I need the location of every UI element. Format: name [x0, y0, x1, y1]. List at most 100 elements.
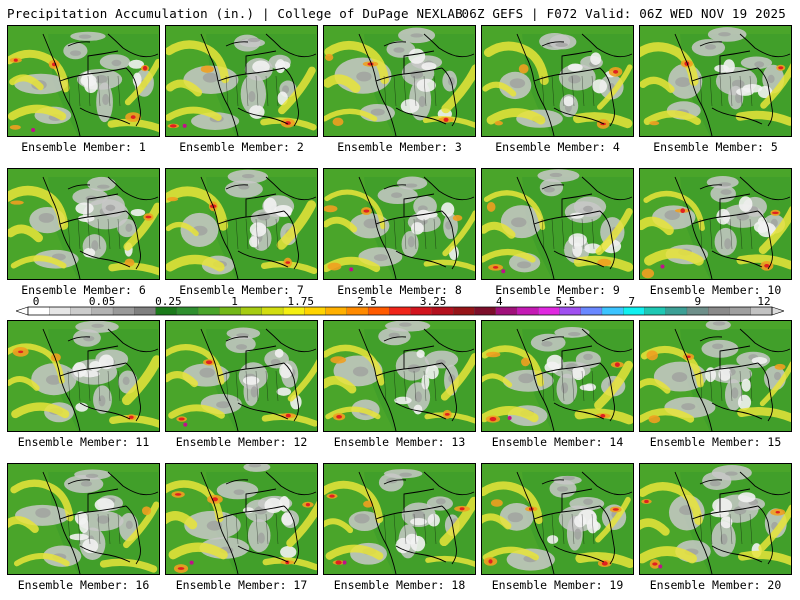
ensemble-member-label: Ensemble Member: 12 [175, 435, 308, 449]
colorbar-tick-label: 0 [33, 297, 40, 308]
ensemble-member-panel[interactable]: Ensemble Member: 18 [323, 463, 476, 595]
map-graphic [324, 464, 475, 574]
ensemble-member-label: Ensemble Member: 14 [491, 435, 624, 449]
ensemble-member-panel[interactable]: Ensemble Member: 10 [639, 168, 792, 300]
precipitation-map[interactable] [639, 168, 792, 280]
colorbar-tick-label: 12 [757, 297, 770, 308]
ensemble-member-panel[interactable]: Ensemble Member: 20 [639, 463, 792, 595]
ensemble-member-panel[interactable]: Ensemble Member: 2 [165, 25, 318, 157]
ensemble-member-panel[interactable]: Ensemble Member: 6 [7, 168, 160, 300]
ensemble-member-panel[interactable]: Ensemble Member: 8 [323, 168, 476, 300]
colorbar-left-arrow [16, 306, 29, 316]
colorbar-segment [304, 306, 327, 316]
colorbar-segment [686, 306, 709, 316]
precipitation-map[interactable] [165, 25, 318, 137]
ensemble-member-label: Ensemble Member: 6 [21, 283, 146, 297]
colorbar-segment [601, 306, 624, 316]
map-graphic [324, 321, 475, 431]
ensemble-member-panel[interactable]: Ensemble Member: 17 [165, 463, 318, 595]
map-graphic [166, 26, 317, 136]
map-graphic [482, 169, 633, 279]
colorbar-segment [580, 306, 603, 316]
ensemble-member-panel[interactable]: Ensemble Member: 11 [7, 320, 160, 452]
colorbar-right-arrow [771, 306, 784, 316]
precipitation-map[interactable] [639, 463, 792, 575]
precipitation-map[interactable] [323, 463, 476, 575]
map-title: Precipitation Accumulation (in.) | Colle… [7, 6, 463, 21]
precipitation-map[interactable] [481, 25, 634, 137]
colorbar-tick-label: 2.5 [357, 297, 377, 308]
colorbar-tick-label: 3.25 [420, 297, 447, 308]
ensemble-panels-top: Ensemble Member: 1 Ensemble Member: 2 Ense… [7, 25, 792, 300]
colorbar-segment [261, 306, 284, 316]
ensemble-member-label: Ensemble Member: 18 [333, 578, 466, 592]
colorbar-segment [325, 306, 348, 316]
colorbar-segment [134, 306, 156, 316]
ensemble-member-label: Ensemble Member: 1 [21, 140, 146, 154]
colorbar-segment [27, 306, 50, 316]
precipitation-map[interactable] [639, 25, 792, 137]
colorbar-segment [452, 306, 475, 316]
panel-row: Ensemble Member: 1 Ensemble Member: 2 Ense… [7, 25, 792, 157]
precipitation-map[interactable] [7, 320, 160, 432]
colorbar-segment [367, 306, 390, 316]
precipitation-colorbar: 0 0.05 0.25 1 1.75 2.5 3.25 4 5.5 7 9 12 [16, 297, 784, 316]
ensemble-member-label: Ensemble Member: 16 [17, 578, 150, 592]
ensemble-member-panel[interactable]: Ensemble Member: 3 [323, 25, 476, 157]
precipitation-map[interactable] [7, 463, 160, 575]
map-graphic [640, 26, 791, 136]
colorbar-segment [474, 306, 497, 316]
ensemble-member-label: Ensemble Member: 13 [333, 435, 466, 449]
ensemble-member-label: Ensemble Member: 5 [653, 140, 778, 154]
precipitation-map[interactable] [481, 463, 634, 575]
colorbar-segment [176, 306, 199, 316]
precipitation-map[interactable] [323, 25, 476, 137]
map-graphic [166, 464, 317, 574]
ensemble-panels-bottom: Ensemble Member: 11 Ensemble Member: 12 En… [7, 320, 792, 595]
ensemble-member-label: Ensemble Member: 8 [337, 283, 462, 297]
precipitation-map[interactable] [165, 463, 318, 575]
ensemble-member-panel[interactable]: Ensemble Member: 9 [481, 168, 634, 300]
ensemble-member-label: Ensemble Member: 4 [495, 140, 620, 154]
colorbar-tick-label: 5.5 [556, 297, 576, 308]
colorbar-tick-label: 1.75 [287, 297, 314, 308]
precipitation-map[interactable] [7, 25, 160, 137]
ensemble-member-panel[interactable]: Ensemble Member: 12 [165, 320, 318, 452]
map-graphic [482, 464, 633, 574]
ensemble-member-label: Ensemble Member: 11 [17, 435, 150, 449]
colorbar-segment [750, 306, 773, 316]
colorbar-segment [91, 306, 114, 316]
ensemble-member-panel[interactable]: Ensemble Member: 14 [481, 320, 634, 452]
map-graphic [166, 169, 317, 279]
ensemble-member-label: Ensemble Member: 17 [175, 578, 308, 592]
precipitation-map[interactable] [481, 168, 634, 280]
panel-row: Ensemble Member: 6 Ensemble Member: 7 Ense… [7, 168, 792, 300]
precipitation-map[interactable] [481, 320, 634, 432]
ensemble-member-panel[interactable]: Ensemble Member: 16 [7, 463, 160, 595]
precipitation-map[interactable] [7, 168, 160, 280]
ensemble-member-panel[interactable]: Ensemble Member: 4 [481, 25, 634, 157]
map-graphic [8, 321, 159, 431]
precipitation-map[interactable] [323, 168, 476, 280]
colorbar-segment [431, 306, 454, 316]
ensemble-member-panel[interactable]: Ensemble Member: 19 [481, 463, 634, 595]
colorbar-segment [559, 306, 582, 316]
precipitation-map[interactable] [165, 320, 318, 432]
map-graphic [324, 169, 475, 279]
precipitation-map[interactable] [639, 320, 792, 432]
precipitation-map[interactable] [165, 168, 318, 280]
colorbar-segment [219, 306, 242, 316]
ensemble-member-panel[interactable]: Ensemble Member: 15 [639, 320, 792, 452]
map-graphic [324, 26, 475, 136]
map-graphic [482, 321, 633, 431]
colorbar-segment [495, 306, 518, 316]
ensemble-member-panel[interactable]: Ensemble Member: 1 [7, 25, 160, 157]
precipitation-map[interactable] [323, 320, 476, 432]
colorbar-segment [49, 306, 71, 316]
ensemble-member-label: Ensemble Member: 3 [337, 140, 462, 154]
ensemble-member-label: Ensemble Member: 19 [491, 578, 624, 592]
ensemble-member-panel[interactable]: Ensemble Member: 5 [639, 25, 792, 157]
ensemble-member-panel[interactable]: Ensemble Member: 7 [165, 168, 318, 300]
ensemble-member-panel[interactable]: Ensemble Member: 13 [323, 320, 476, 452]
colorbar-segment [70, 306, 93, 316]
